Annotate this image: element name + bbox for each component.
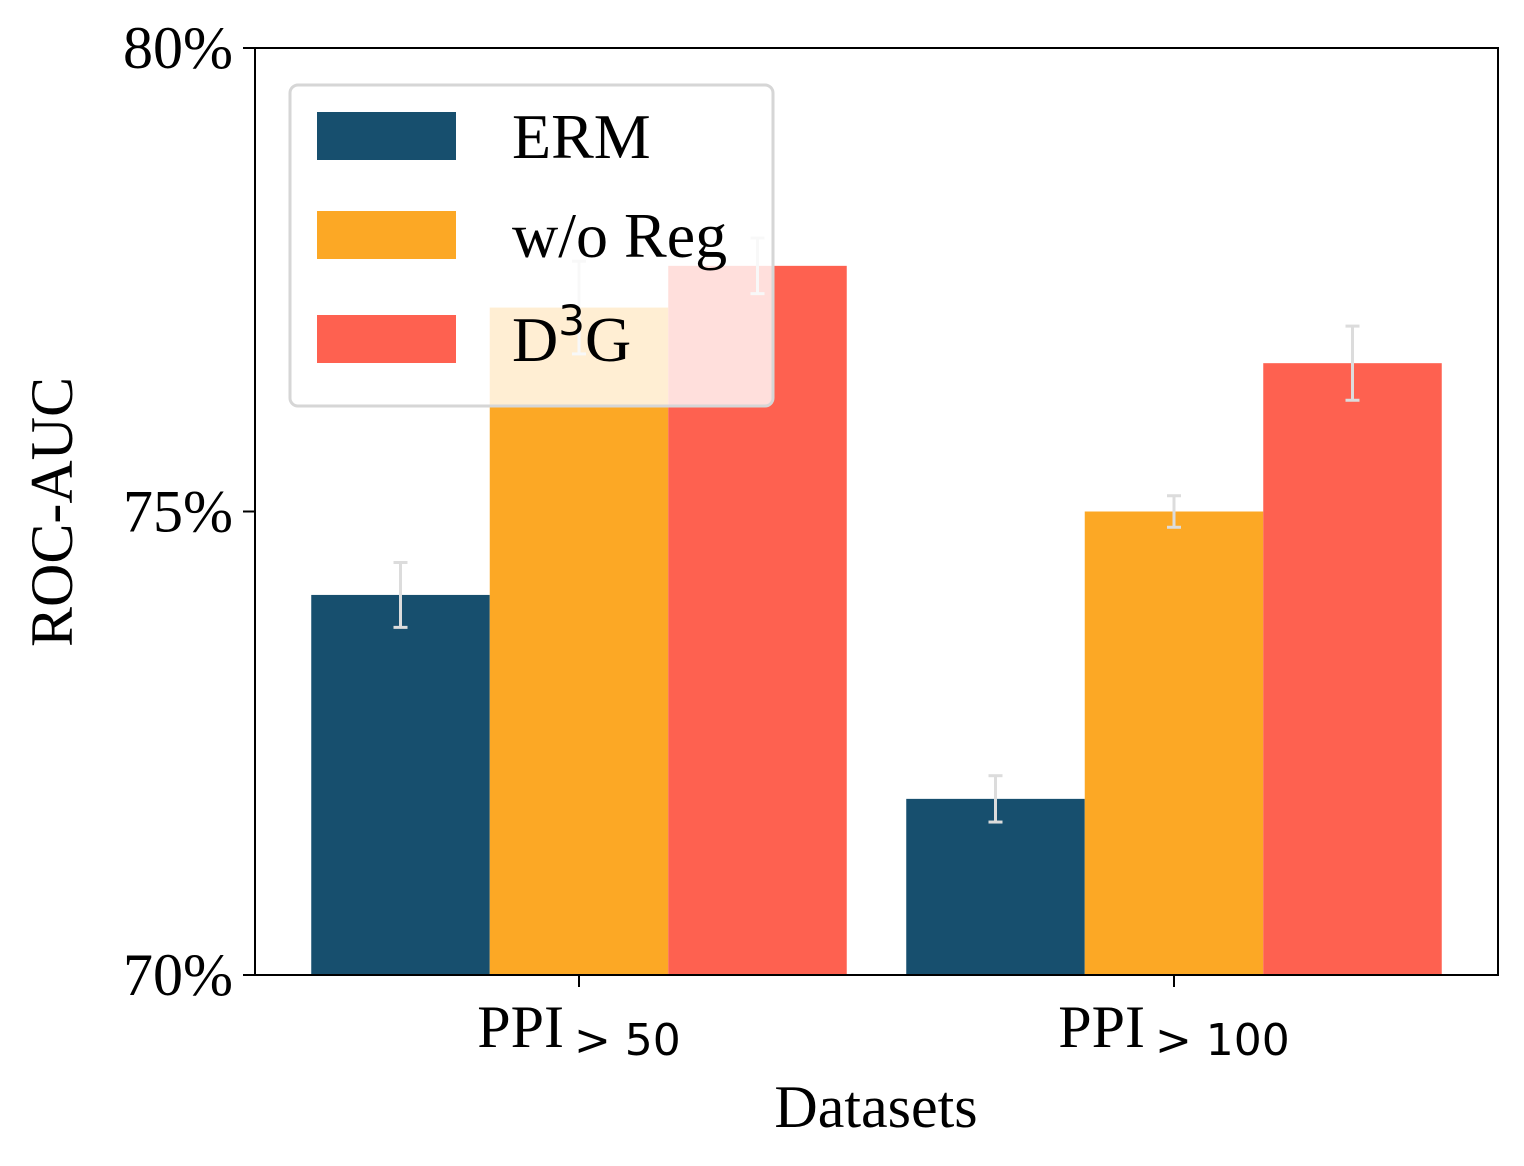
- y-tick-label: 75%: [123, 479, 233, 545]
- bar-d-2: [1263, 363, 1442, 975]
- y-axis: 70% 75% 80%: [123, 15, 255, 1008]
- errorbar-erm-1: [393, 560, 408, 629]
- legend-item-3: D3G: [317, 296, 631, 375]
- bar-erm-1: [311, 594, 490, 975]
- legend-label: w/o Reg: [512, 200, 727, 271]
- legend-item-1: ERM: [317, 101, 651, 172]
- x-tick-label: PPI > 50: [477, 994, 681, 1066]
- legend-label: D3G: [512, 296, 631, 375]
- bar-erm-2: [906, 798, 1085, 975]
- y-axis-label: ROC-AUC: [19, 377, 85, 647]
- y-tick-label: 70%: [123, 942, 233, 1008]
- legend: ERM w/o Reg D3G: [288, 83, 775, 408]
- y-tick-label: 80%: [123, 15, 233, 81]
- x-tick-label: PPI > 100: [1058, 994, 1290, 1066]
- bar-w-o-reg-2: [1084, 511, 1264, 975]
- errorbar-erm-2: [988, 774, 1003, 824]
- x-axis: PPI > 50 PPI > 100: [477, 975, 1290, 1066]
- errorbar-w-o-reg-2: [1167, 494, 1181, 529]
- x-axis-label: Datasets: [774, 1074, 977, 1140]
- legend-swatch: [317, 211, 456, 259]
- legend-label: ERM: [512, 101, 651, 172]
- bars-layer: [311, 265, 1442, 976]
- bar-w-o-reg-1: [489, 307, 669, 975]
- errorbar-d-2: [1345, 324, 1360, 402]
- legend-swatch: [317, 315, 456, 363]
- legend-swatch: [317, 112, 456, 160]
- legend-item-2: w/o Reg: [317, 200, 727, 271]
